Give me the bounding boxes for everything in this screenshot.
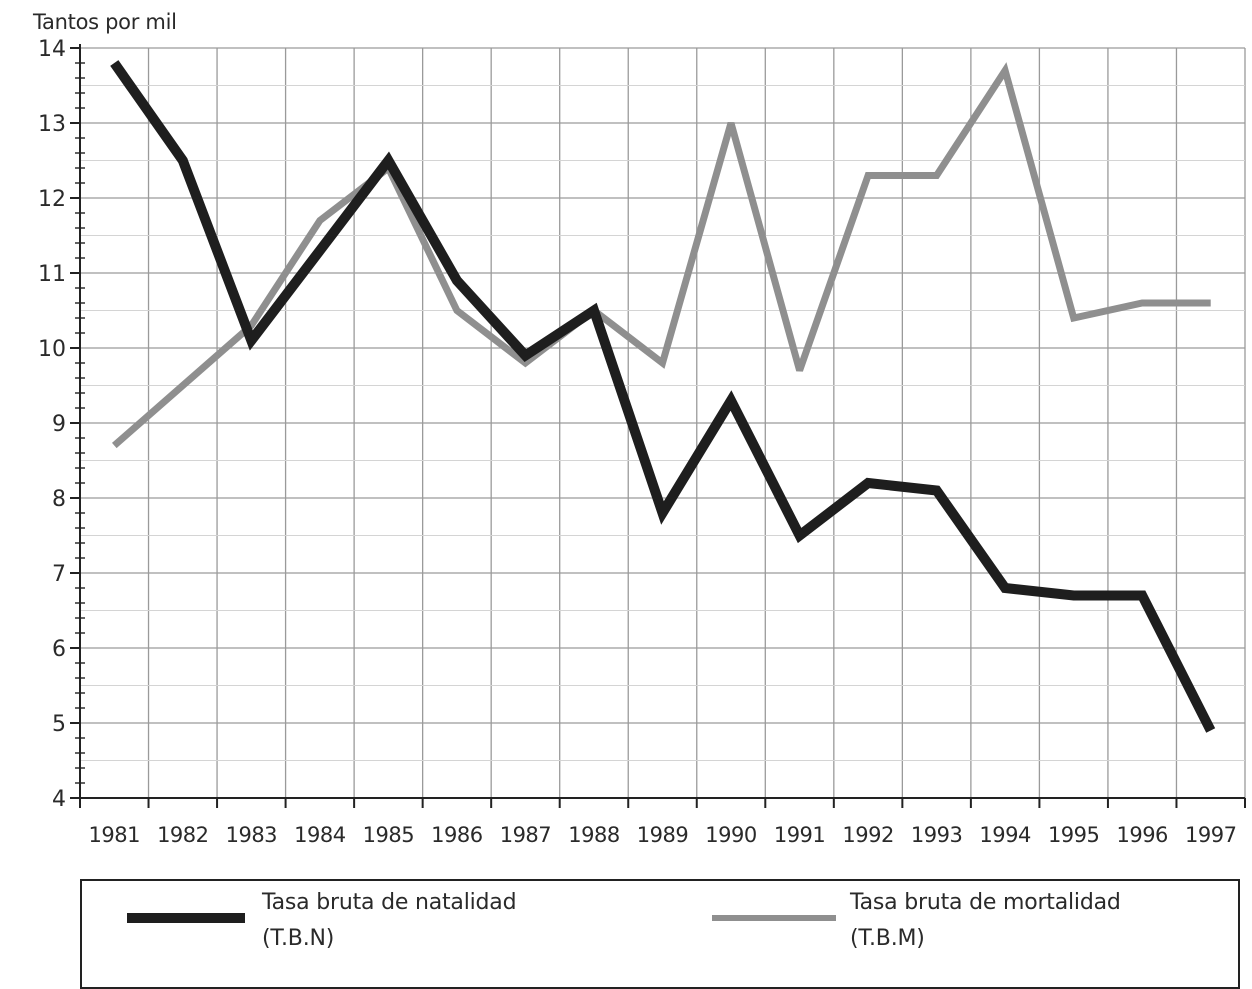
x-tick-label: 1992 xyxy=(842,823,893,847)
legend-item-mortalidad: Tasa bruta de mortalidad (T.B.M) xyxy=(712,899,1121,957)
y-tick-label: 13 xyxy=(38,112,66,137)
series-lines xyxy=(114,63,1211,731)
x-tick-label: 1981 xyxy=(89,823,140,847)
y-tick-label: 6 xyxy=(52,637,66,662)
x-tick-label: 1987 xyxy=(500,823,551,847)
x-tick-label: 1983 xyxy=(226,823,277,847)
y-axis-label: Tantos por mil xyxy=(33,10,177,34)
y-tick-label: 11 xyxy=(38,262,66,287)
legend-swatch-natalidad xyxy=(127,913,245,923)
y-tick-label: 4 xyxy=(52,787,66,812)
legend-swatch-mortalidad xyxy=(712,915,836,921)
x-tick-label: 1985 xyxy=(363,823,414,847)
legend-label-mortalidad: Tasa bruta de mortalidad xyxy=(850,885,1121,921)
series-line-mortalidad xyxy=(114,71,1210,446)
y-tick-label: 10 xyxy=(38,337,66,362)
x-tick-label: 1984 xyxy=(294,823,346,847)
y-tick-label: 7 xyxy=(52,562,66,587)
legend-abbr-natalidad: (T.B.N) xyxy=(262,921,516,957)
x-tick-label: 1996 xyxy=(1116,823,1168,847)
x-tick-label: 1982 xyxy=(157,823,208,847)
y-tick-label: 14 xyxy=(38,37,66,62)
grid-lines xyxy=(80,48,1245,798)
y-tick-label: 8 xyxy=(52,487,66,512)
y-tick-label: 5 xyxy=(52,712,66,737)
x-tick-label: 1990 xyxy=(705,823,756,847)
legend: Tasa bruta de natalidad (T.B.N) Tasa bru… xyxy=(80,879,1240,989)
x-tick-label: 1995 xyxy=(1048,823,1099,847)
axes xyxy=(70,44,1245,808)
legend-item-natalidad: Tasa bruta de natalidad (T.B.N) xyxy=(127,899,516,957)
x-tick-label: 1989 xyxy=(637,823,688,847)
x-tick-label: 1997 xyxy=(1185,823,1236,847)
series-line-natalidad xyxy=(114,63,1210,731)
x-tick-label: 1991 xyxy=(774,823,825,847)
legend-abbr-mortalidad: (T.B.M) xyxy=(850,921,1121,957)
legend-label-natalidad: Tasa bruta de natalidad xyxy=(262,885,516,921)
x-tick-label: 1986 xyxy=(431,823,483,847)
x-axis-ticks: 1981 1982 1983 1984 1985 1986 1987 1988 1989 1990… xyxy=(89,823,1237,847)
y-axis-ticks: 4 5 6 7 8 9 10 11 12 13 14 xyxy=(38,37,66,812)
y-tick-label: 9 xyxy=(52,412,66,437)
y-tick-label: 12 xyxy=(38,187,66,212)
x-tick-label: 1988 xyxy=(568,823,619,847)
x-tick-label: 1994 xyxy=(979,823,1031,847)
x-tick-label: 1993 xyxy=(911,823,962,847)
